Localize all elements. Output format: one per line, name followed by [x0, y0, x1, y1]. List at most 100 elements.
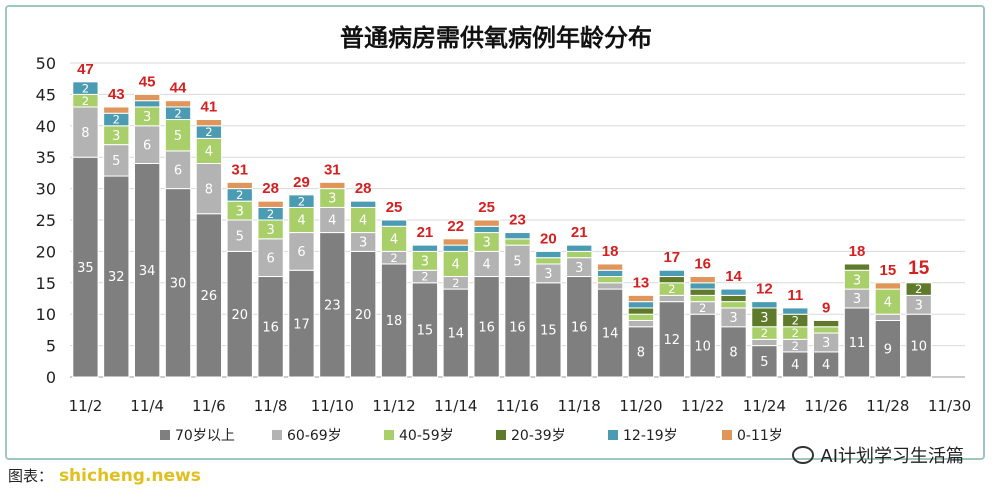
bar-segment: [566, 250, 593, 259]
bar-segment: [72, 156, 99, 378]
bar-value-label: 4: [482, 258, 490, 273]
bar-value-label: 2: [699, 301, 706, 315]
bar-segment: [596, 263, 624, 271]
bar-total-label: 21: [571, 224, 588, 241]
bar-value-label: 3: [575, 261, 583, 276]
bar-value-label: 3: [359, 236, 367, 251]
bar-segment: [380, 225, 408, 252]
bar-value-label: 2: [82, 94, 89, 108]
bar-value-label: 4: [822, 358, 830, 373]
bar-value-label: 3: [266, 223, 274, 238]
bar-segment: [627, 301, 655, 309]
bar-value-label: 15: [540, 324, 557, 339]
bar-value-label: 4: [205, 145, 213, 160]
bar-segment: [658, 269, 685, 278]
bar-total-label: 28: [262, 180, 279, 197]
bar-segment: [874, 313, 901, 321]
bar-segment: [596, 282, 624, 290]
bar-segment: [134, 162, 161, 378]
bar-segment: [319, 206, 346, 234]
x-tick-label: 11/6: [192, 397, 226, 415]
bar-segment: [627, 319, 655, 328]
bar-segment: [812, 326, 840, 334]
bar-segment: [720, 288, 747, 296]
bar-value-label: 2: [792, 326, 799, 340]
bar-value-label: 4: [359, 214, 367, 229]
y-tick-label: 20: [36, 242, 56, 261]
bar-segment: [782, 307, 809, 315]
bar-value-label: 6: [174, 163, 182, 178]
legend-swatch: [722, 430, 732, 440]
bar-value-label: 2: [792, 339, 799, 353]
bar-segment: [380, 219, 408, 227]
bar-total-label: 23: [509, 212, 526, 229]
bar-segment: [658, 301, 685, 378]
legend-swatch: [496, 430, 506, 440]
bar-segment: [103, 106, 130, 114]
bar-segment: [473, 225, 500, 234]
legend-swatch: [272, 430, 282, 440]
bar-value-label: 14: [448, 327, 465, 342]
bar-segment: [720, 294, 747, 303]
x-tick-label: 11/14: [434, 397, 477, 415]
bar-segment: [195, 213, 223, 378]
x-tick-label: 11/10: [311, 397, 354, 415]
bar-segment: [689, 294, 716, 303]
bar-total-label: 25: [478, 199, 495, 216]
bar-segment: [689, 288, 716, 296]
bar-value-label: 11: [849, 336, 866, 351]
bar-value-label: 20: [231, 308, 248, 323]
bar-value-label: 5: [112, 154, 120, 169]
bar-value-label: 6: [266, 251, 274, 266]
bar-segment: [226, 250, 253, 378]
bar-segment: [473, 276, 500, 378]
bar-value-label: 4: [390, 233, 398, 248]
bar-total-label: 41: [201, 99, 218, 116]
bar-value-label: 6: [143, 138, 151, 153]
bar-value-label: 2: [113, 113, 120, 127]
x-tick-label: 11/2: [69, 397, 103, 415]
bar-value-label: 8: [81, 126, 89, 141]
bar-total-label: 11: [787, 287, 803, 304]
bar-value-label: 10: [910, 339, 927, 354]
y-tick-label: 45: [36, 85, 56, 104]
bar-value-label: 17: [293, 317, 310, 332]
bar-value-label: 4: [297, 214, 305, 229]
bar-segment: [689, 282, 716, 290]
bar-segment: [627, 313, 655, 321]
bar-value-label: 16: [262, 320, 279, 335]
bar-value-label: 2: [792, 314, 799, 328]
x-tick-label: 11/20: [619, 397, 662, 415]
bar-value-label: 2: [761, 326, 768, 340]
bar-segment: [627, 326, 655, 378]
bar-segment: [566, 276, 593, 378]
wechat-icon: [792, 446, 815, 464]
bar-segment: [751, 338, 778, 347]
bar-segment: [720, 326, 747, 378]
bar-total-label: 21: [417, 224, 434, 241]
bar-segment: [596, 276, 624, 284]
bar-total-label: 25: [386, 199, 403, 216]
bar-value-label: 16: [509, 320, 526, 335]
bar-segment: [689, 276, 716, 284]
bar-value-label: 15: [417, 324, 434, 339]
legend-swatch: [160, 430, 170, 440]
bar-segment: [257, 200, 284, 208]
x-tick-label: 11/4: [130, 397, 164, 415]
bar-segment: [843, 307, 871, 378]
bar-total-label: 28: [355, 180, 372, 197]
bar-segment: [566, 244, 593, 252]
bar-value-label: 3: [544, 267, 552, 282]
bar-segment: [596, 288, 624, 378]
bar-total-label: 9: [822, 299, 830, 316]
y-tick-label: 40: [36, 117, 56, 136]
bar-segment: [411, 282, 439, 378]
bar-segment: [288, 194, 315, 208]
bar-total-label: 47: [77, 61, 94, 78]
bar-value-label: 9: [884, 342, 892, 357]
bar-segment: [288, 232, 315, 271]
bar-segment: [195, 119, 223, 127]
bar-value-label: 10: [694, 339, 711, 354]
bar-segment: [134, 93, 161, 102]
